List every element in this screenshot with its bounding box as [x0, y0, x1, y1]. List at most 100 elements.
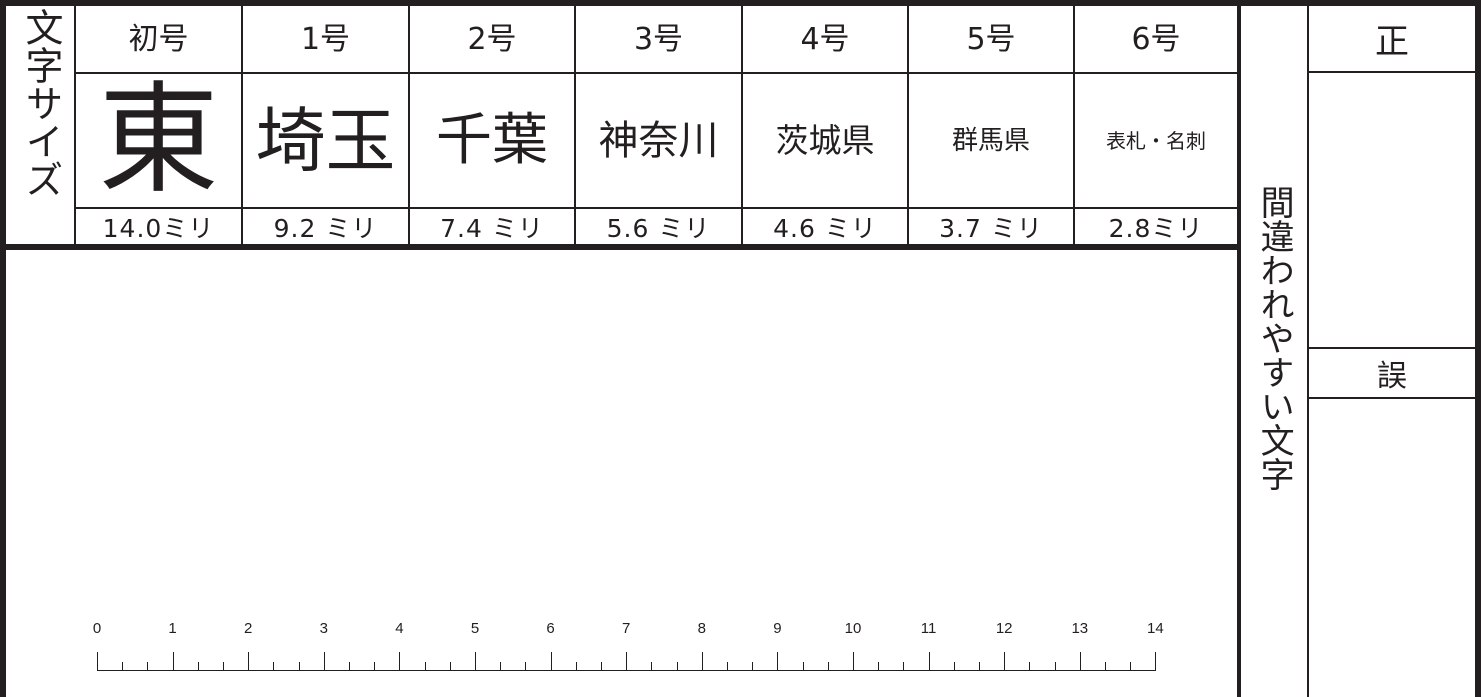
ruler-major-tick — [551, 652, 552, 670]
ruler-major-tick — [626, 652, 627, 670]
ruler-minor-tick — [803, 662, 804, 670]
ruler-major-tick — [1080, 652, 1081, 670]
sample-text-1: 埼玉 — [255, 99, 396, 182]
ruler-label: 10 — [844, 620, 862, 637]
ruler-minor-tick — [752, 662, 753, 670]
ruler-minor-tick — [1055, 662, 1056, 670]
size-label-2: 2号 — [467, 22, 517, 57]
ruler-major-tick — [248, 652, 249, 670]
ruler-minor-tick — [954, 662, 955, 670]
ruler-label: 0 — [92, 620, 102, 637]
ruler-minor-tick — [1029, 662, 1030, 670]
ruler-label: 8 — [697, 620, 706, 637]
border-right — [1475, 0, 1481, 697]
ruler-label: 11 — [920, 620, 937, 637]
ruler-label: 13 — [1071, 620, 1089, 637]
ruler-major-tick — [777, 652, 778, 670]
ruler-minor-tick — [450, 662, 451, 670]
ruler-label: 5 — [470, 620, 480, 637]
ruler-baseline — [97, 670, 1156, 671]
height-mm-6: 2.8ミリ — [1108, 213, 1204, 243]
size-label-0: 初号 — [128, 22, 189, 57]
ruler-major-tick — [1155, 652, 1156, 670]
ruler-major-tick — [173, 652, 174, 670]
ruler-minor-tick — [651, 662, 652, 670]
size-label-5: 5号 — [966, 22, 1016, 57]
ruler-minor-tick — [198, 662, 199, 670]
ruler-minor-tick — [677, 662, 678, 670]
ruler-minor-tick — [525, 662, 526, 670]
height-mm-2: 7.4 ミリ — [440, 213, 544, 243]
ruler-major-tick — [475, 652, 476, 670]
size-label-4: 4号 — [800, 22, 850, 57]
ruler-major-tick — [324, 652, 325, 670]
wrong-top-rule — [1309, 347, 1475, 349]
sample-row-divider — [76, 207, 1238, 209]
ruler-minor-tick — [1130, 662, 1131, 670]
ruler-label: 2 — [244, 620, 253, 637]
header-bottom-rule — [0, 244, 1240, 250]
col-divider-3 — [574, 0, 576, 246]
height-mm-5: 3.7 ミリ — [939, 213, 1043, 243]
ruler-minor-tick — [828, 662, 829, 670]
ruler-label: 4 — [395, 620, 404, 637]
ruler-major-tick — [929, 652, 930, 670]
confusable-characters-label: 間違われやすい文字 — [1254, 185, 1295, 491]
sample-text-0: 東 — [98, 70, 219, 210]
col-divider-2 — [408, 0, 410, 246]
ruler-minor-tick — [979, 662, 980, 670]
side-panel-mid-rule — [1307, 0, 1309, 697]
header-row-divider — [76, 72, 1238, 74]
sample-text-4: 茨城県 — [775, 121, 875, 160]
ruler-minor-tick — [349, 662, 350, 670]
correct-label-rule — [1309, 71, 1475, 73]
size-label-3: 3号 — [633, 22, 684, 57]
height-mm-0: 14.0ミリ — [102, 213, 215, 243]
side-panel-left-rule — [1237, 0, 1241, 697]
correct-label: 正 — [1375, 22, 1409, 62]
ruler-major-tick — [97, 652, 98, 670]
ruler-major-tick — [702, 652, 703, 670]
sample-text-5: 群馬県 — [951, 125, 1030, 156]
col-divider-4 — [741, 0, 743, 246]
wrong-writing-box[interactable] — [1309, 399, 1475, 697]
ruler-major-tick — [1004, 652, 1005, 670]
centimeter-ruler: 0 1 2 3 4 5 6 7 8 9 10 11 12 13 14 — [92, 620, 1164, 671]
wrong-label-rule — [1309, 397, 1475, 399]
ruler-label: 9 — [773, 620, 782, 637]
ruler-minor-tick — [374, 662, 375, 670]
ruler-minor-tick — [1105, 662, 1106, 670]
border-top — [0, 0, 1481, 6]
ruler-major-tick — [399, 652, 400, 670]
ruler-minor-tick — [601, 662, 602, 670]
col-divider-6 — [1073, 0, 1075, 246]
ruler-minor-tick — [273, 662, 274, 670]
size-label-6: 6号 — [1131, 22, 1181, 57]
ruler-label: 1 — [168, 620, 177, 637]
ruler-label: 3 — [319, 620, 328, 637]
sample-text-2: 千葉 — [436, 107, 548, 173]
border-left — [0, 0, 6, 697]
ruler-minor-tick — [903, 662, 904, 670]
ruler-minor-tick — [878, 662, 879, 670]
size-label-1: 1号 — [300, 22, 351, 57]
col-divider-0 — [74, 0, 76, 246]
ruler-minor-tick — [727, 662, 728, 670]
height-mm-4: 4.6 ミリ — [773, 213, 877, 243]
col-divider-5 — [907, 0, 909, 246]
title-vertical: 文字サイズ — [19, 8, 63, 198]
sample-text-3: 神奈川 — [598, 117, 719, 164]
ruler-minor-tick — [425, 662, 426, 670]
ruler-minor-tick — [147, 662, 148, 670]
ruler-minor-tick — [299, 662, 300, 670]
height-mm-3: 5.6 ミリ — [606, 213, 711, 243]
correct-writing-box[interactable] — [1309, 73, 1475, 347]
ruler-minor-tick — [122, 662, 123, 670]
ruler-label: 7 — [622, 620, 631, 637]
ruler-minor-tick — [223, 662, 224, 670]
ruler-label: 14 — [1147, 620, 1164, 637]
sample-text-6: 表札・名刺 — [1106, 128, 1206, 153]
ruler-label: 12 — [995, 620, 1013, 637]
height-mm-1: 9.2 ミリ — [273, 213, 378, 243]
col-divider-1 — [241, 0, 243, 246]
